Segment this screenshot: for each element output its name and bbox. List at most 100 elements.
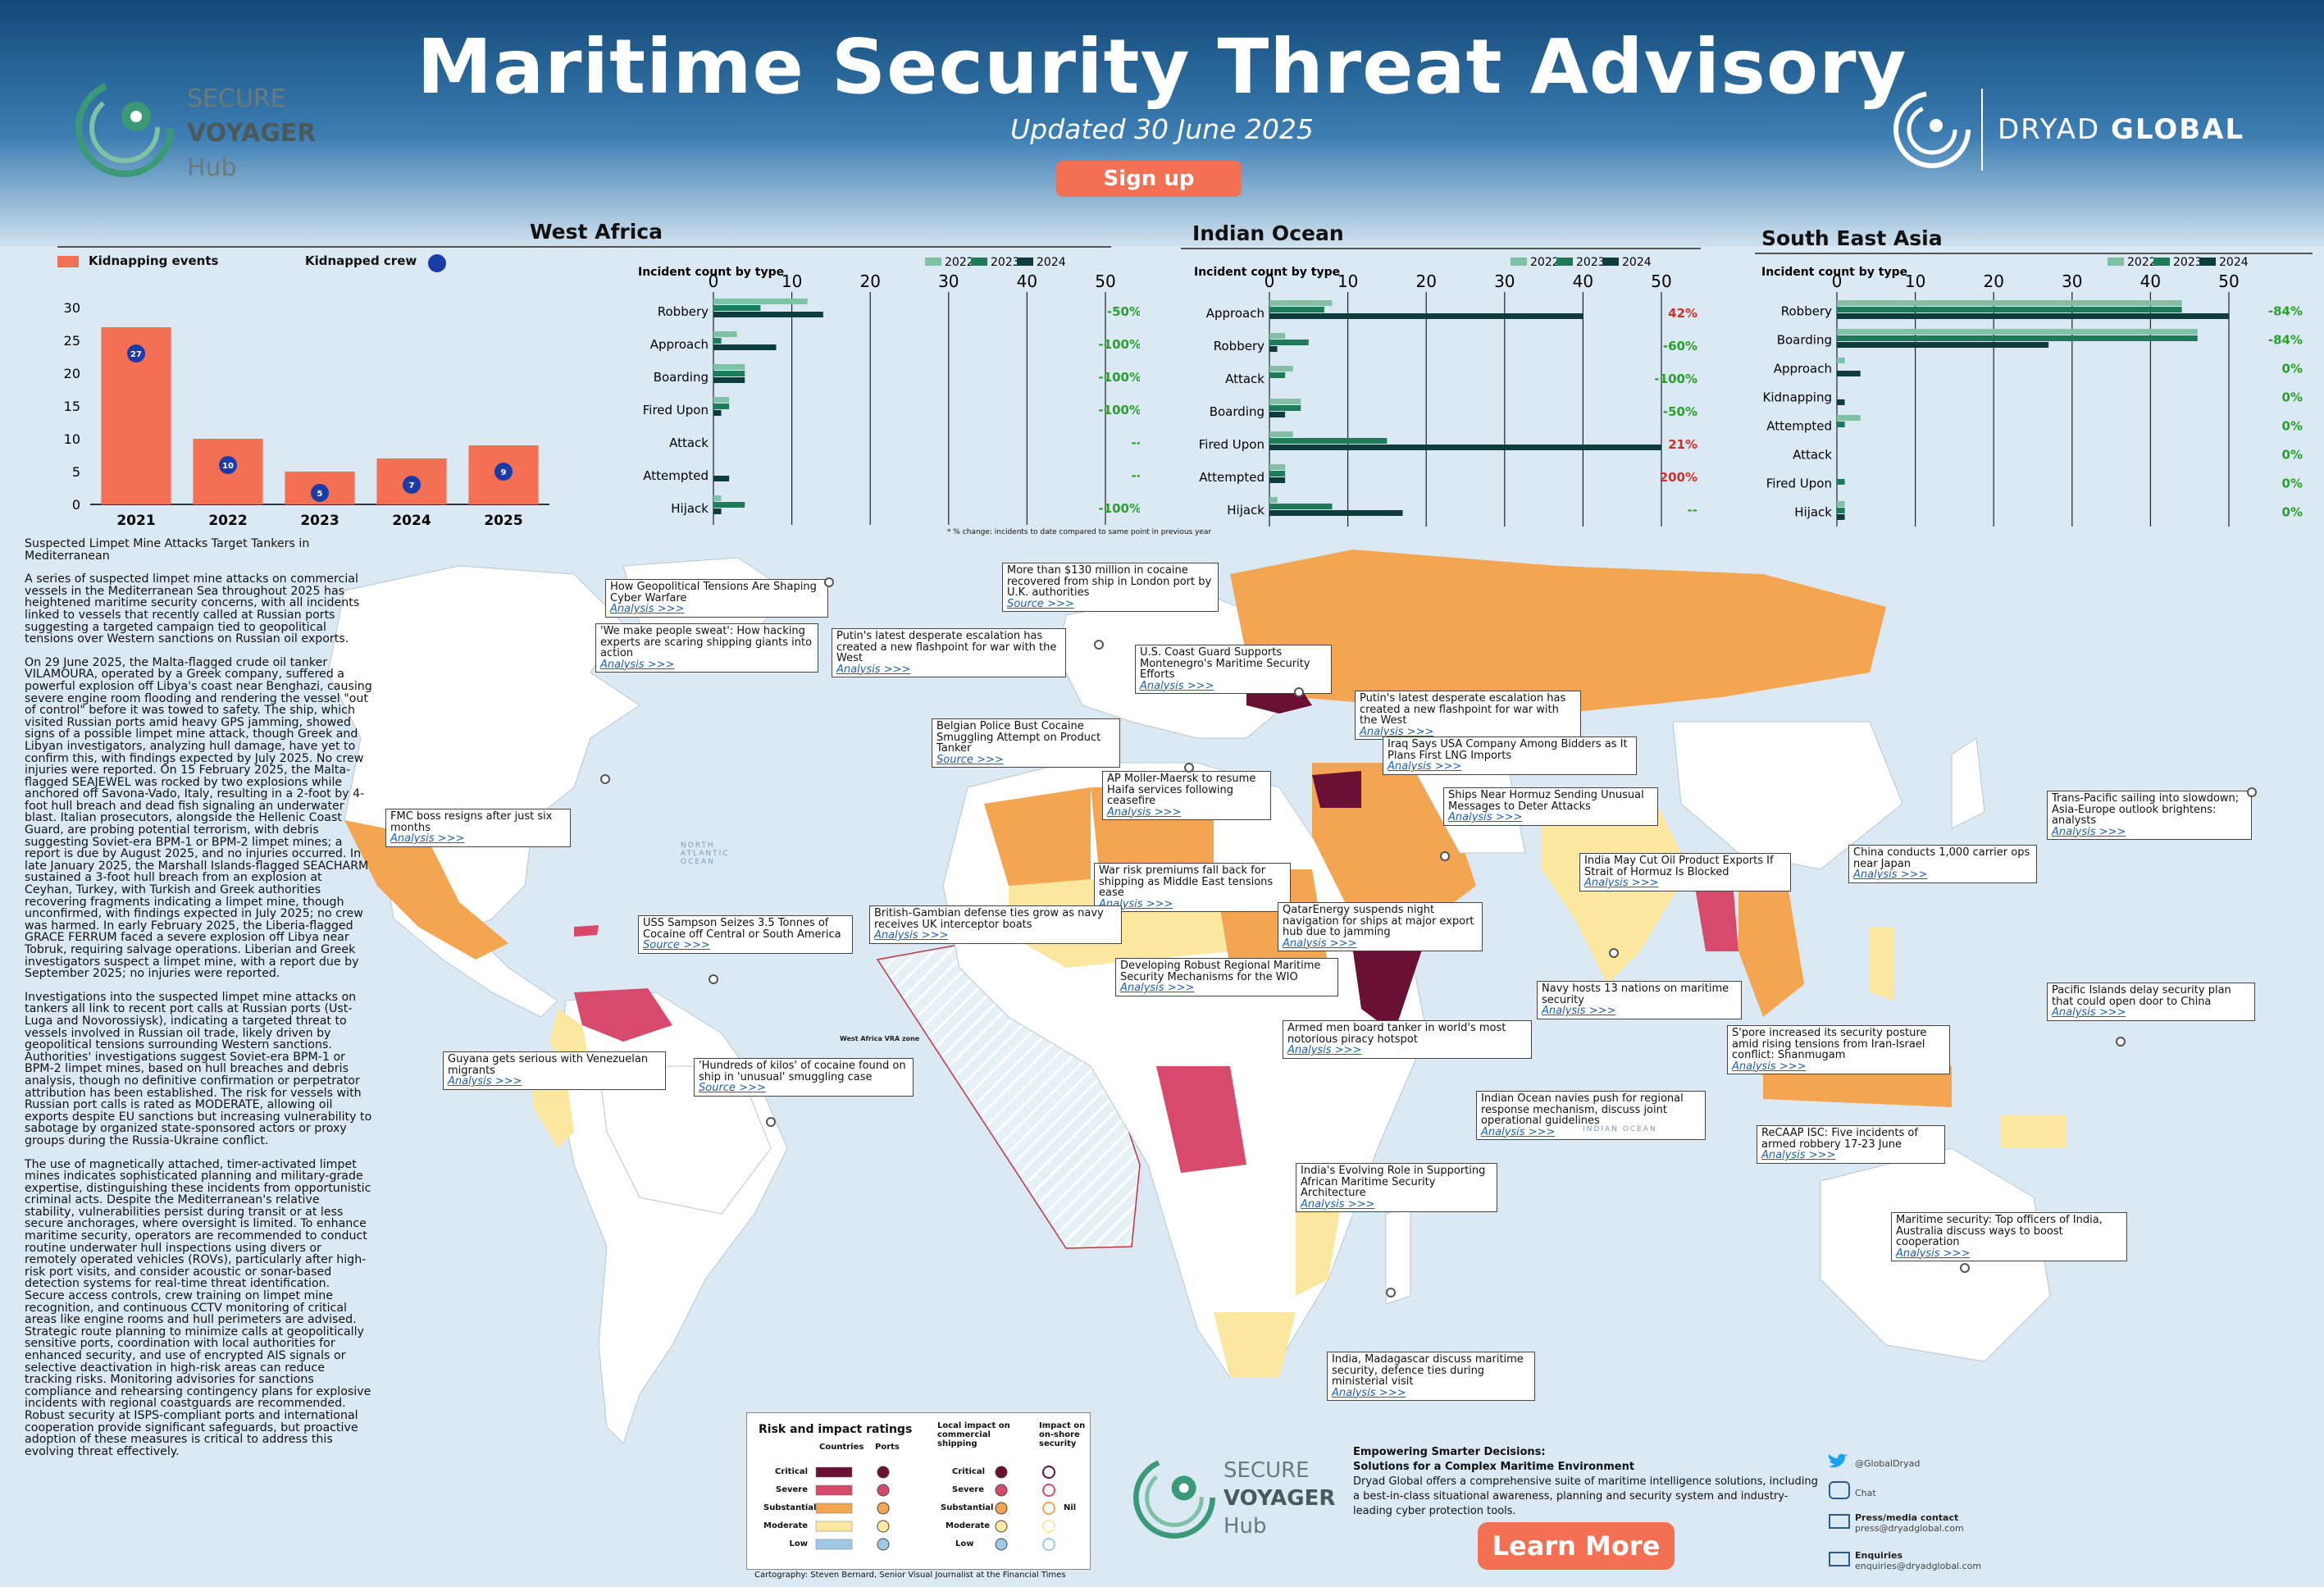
chat-label[interactable]: Chat (1855, 1488, 1876, 1498)
analysis-link[interactable]: Analysis >>> (1283, 937, 1357, 950)
percent-change-label: -50% (1663, 404, 1697, 419)
secure-voyager-logo[interactable]: SECURE VOYAGER Hub (75, 79, 346, 182)
news-callout[interactable]: USS Sampson Seizes 3.5 Tonnes of Cocaine… (638, 915, 853, 954)
crew-count-label: 27 (130, 350, 142, 359)
twitter-icon[interactable] (1827, 1453, 1848, 1470)
news-callout[interactable]: Navy hosts 13 nations on maritime securi… (1537, 981, 1742, 1019)
analysis-link[interactable]: Analysis >>> (1481, 1125, 1556, 1138)
analysis-link[interactable]: Analysis >>> (1107, 805, 1182, 819)
analysis-link[interactable]: Analysis >>> (1761, 1149, 1836, 1161)
news-callout[interactable]: India May Cut Oil Product Exports If Str… (1579, 853, 1791, 892)
news-callout[interactable]: Armed men board tanker in world's most n… (1283, 1020, 1532, 1059)
news-callout[interactable]: U.S. Coast Guard Supports Montenegro's M… (1135, 645, 1332, 694)
map-pin-icon[interactable] (1386, 1288, 1396, 1297)
news-callout[interactable]: AP Moller-Maersk to resume Haifa service… (1102, 771, 1271, 820)
analysis-link[interactable]: Analysis >>> (1332, 1386, 1406, 1399)
news-callout[interactable]: Trans-Pacific sailing into slowdown; Asi… (2047, 791, 2252, 840)
analysis-link[interactable]: Analysis >>> (1542, 1005, 1616, 1017)
twitter-handle[interactable]: @GlobalDryad (1855, 1458, 1921, 1469)
news-callout[interactable]: 'We make people sweat': How hacking expe… (595, 623, 818, 673)
press-contact[interactable]: Press/media contact press@dryadglobal.com (1855, 1512, 1964, 1534)
analysis-link[interactable]: Analysis >>> (1301, 1197, 1375, 1211)
sign-up-button[interactable]: Sign up (1056, 161, 1242, 197)
news-callout[interactable]: ReCAAP ISC: Five incidents of armed robb… (1757, 1125, 1945, 1164)
analysis-link[interactable]: Analysis >>> (1099, 897, 1173, 910)
news-callout[interactable]: Pacific Islands delay security plan that… (2047, 983, 2255, 1021)
news-callout[interactable]: Putin's latest desperate escalation has … (832, 628, 1066, 677)
analysis-link[interactable]: Analysis >>> (1853, 869, 1928, 881)
map-pin-icon[interactable] (2116, 1037, 2126, 1047)
news-callout[interactable]: S'pore increased its security posture am… (1727, 1025, 1950, 1074)
dryad-global-logo[interactable]: DRYAD GLOBAL (1891, 89, 2252, 171)
news-callout[interactable]: Putin's latest desperate escalation has … (1355, 691, 1581, 740)
news-callout[interactable]: 'Hundreds of kilos' of cocaine found on … (694, 1058, 914, 1097)
incident-bar (1837, 415, 1861, 421)
analysis-link[interactable]: Analysis >>> (874, 929, 949, 942)
map-pin-icon[interactable] (766, 1117, 776, 1127)
map-pin-icon[interactable] (1609, 948, 1619, 958)
analysis-link[interactable]: Analysis >>> (1287, 1044, 1362, 1056)
news-callout[interactable]: More than $130 million in cocaine recove… (1002, 563, 1219, 612)
news-callout[interactable]: Belgian Police Bust Cocaine Smuggling At… (932, 718, 1120, 768)
analysis-link[interactable]: Analysis >>> (1732, 1060, 1807, 1073)
category-label: Approach (1206, 306, 1265, 321)
incident-bar (1837, 335, 2198, 341)
news-callout[interactable]: Indian Ocean navies push for regional re… (1476, 1091, 1706, 1140)
year-legend-label: 2022 (945, 256, 974, 269)
news-callout[interactable]: Maritime security: Top officers of India… (1891, 1212, 2127, 1261)
analysis-link[interactable]: Analysis >>> (1448, 811, 1523, 823)
analysis-link[interactable]: Analysis >>> (1140, 679, 1214, 692)
news-callout[interactable]: How Geopolitical Tensions Are Shaping Cy… (605, 579, 828, 618)
news-callout[interactable]: Guyana gets serious with Venezuelan migr… (443, 1051, 666, 1090)
map-pin-icon[interactable] (1960, 1263, 1970, 1273)
news-callout[interactable]: FMC boss resigns after just six months An… (385, 809, 571, 847)
year-legend-label: 2022 (2127, 256, 2157, 269)
analysis-link[interactable]: Analysis >>> (1584, 877, 1659, 889)
map-pin-icon[interactable] (1184, 763, 1194, 773)
year-legend-swatch (1602, 258, 1619, 266)
analysis-link[interactable]: Analysis >>> (1896, 1247, 1971, 1260)
news-callout[interactable]: British-Gambian defense ties grow as nav… (869, 905, 1122, 944)
map-pin-icon[interactable] (1294, 687, 1304, 697)
year-legend-label: 2023 (1576, 256, 1606, 269)
news-callout[interactable]: Iraq Says USA Company Among Bidders as I… (1383, 736, 1637, 775)
analysis-link[interactable]: Analysis >>> (2052, 825, 2126, 838)
map-pin-icon[interactable] (2247, 787, 2257, 797)
secure-voyager-footer-logo[interactable]: SECURE VOYAGER Hub (1133, 1457, 1379, 1555)
learn-more-button[interactable]: Learn More (1478, 1522, 1675, 1570)
analysis-link[interactable]: Analysis >>> (610, 603, 685, 615)
se-asia-region (1738, 886, 1804, 1017)
news-callout[interactable]: India, Madagascar discuss maritime secur… (1327, 1352, 1535, 1401)
source-link[interactable]: Source >>> (936, 753, 1004, 766)
map-pin-icon[interactable] (1440, 851, 1450, 861)
analysis-link[interactable]: Analysis >>> (2052, 1006, 2126, 1019)
map-pin-icon[interactable] (824, 577, 834, 587)
onshore-impact-icon (1042, 1538, 1055, 1551)
incident-bar (1837, 422, 1845, 427)
news-callout[interactable]: China conducts 1,000 carrier ops near Ja… (1848, 845, 2037, 883)
analysis-link[interactable]: Analysis >>> (1388, 760, 1462, 773)
map-pin-icon[interactable] (709, 974, 718, 984)
analysis-link[interactable]: Analysis >>> (600, 658, 675, 671)
empower-block: Empowering Smarter Decisions: Solutions … (1353, 1445, 1820, 1519)
source-link[interactable]: Source >>> (699, 1082, 766, 1094)
enquiries-contact[interactable]: Enquiries enquiries@dryadglobal.com (1855, 1550, 1982, 1571)
news-callout[interactable]: India's Evolving Role in Supporting Afri… (1296, 1163, 1497, 1212)
analysis-link[interactable]: Analysis >>> (1120, 982, 1195, 994)
category-label: Hijack (671, 501, 709, 516)
analysis-link[interactable]: Analysis >>> (448, 1075, 522, 1088)
news-callout[interactable]: War risk premiums fall back for shipping… (1094, 863, 1291, 912)
source-link[interactable]: Source >>> (643, 939, 710, 951)
analysis-link[interactable]: Analysis >>> (836, 663, 911, 676)
map-pin-icon[interactable] (1094, 640, 1104, 650)
chat-icon[interactable] (1829, 1481, 1850, 1499)
source-link[interactable]: Source >>> (1007, 597, 1074, 610)
analysis-link[interactable]: Analysis >>> (390, 832, 465, 845)
analysis-link[interactable]: Analysis >>> (1360, 725, 1434, 738)
year-legend-swatch (1556, 258, 1573, 266)
news-callout[interactable]: Ships Near Hormuz Sending Unusual Messag… (1443, 787, 1658, 826)
news-callout[interactable]: QatarEnergy suspends night navigation fo… (1278, 902, 1483, 951)
map-pin-icon[interactable] (600, 774, 610, 784)
y-tick-label: 5 (72, 464, 80, 480)
news-callout[interactable]: Developing Robust Regional Maritime Secu… (1115, 958, 1338, 996)
